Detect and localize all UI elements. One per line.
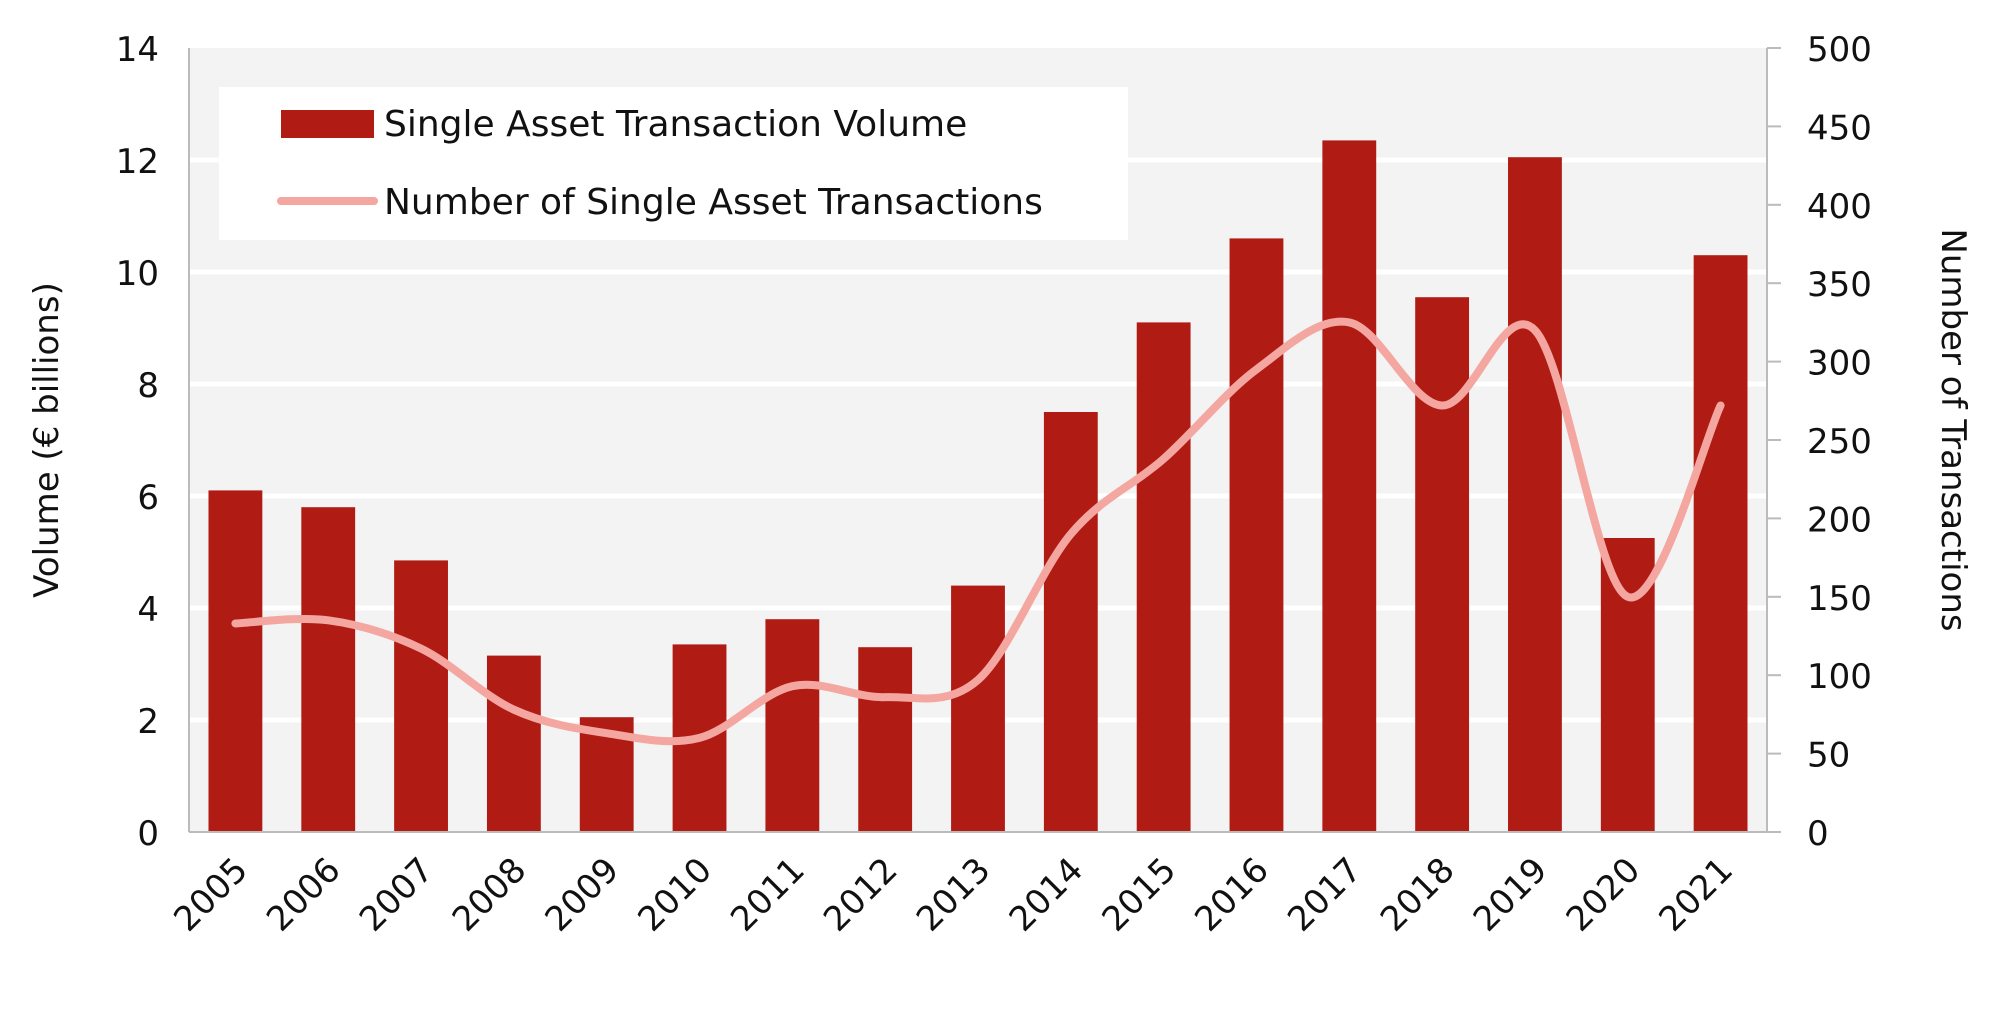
x-tick-label: 2016 <box>1187 850 1276 939</box>
y2-tick-label: 300 <box>1807 344 1872 384</box>
x-tick-label: 2021 <box>1651 850 1740 939</box>
y-axis-label: Volume (€ billions) <box>27 282 67 598</box>
bar-2018 <box>1415 297 1470 832</box>
y2-tick-label: 0 <box>1807 814 1829 854</box>
x-tick-label: 2019 <box>1466 850 1555 939</box>
legend-label-volume: Single Asset Transaction Volume <box>384 104 967 145</box>
y-tick-label: 4 <box>137 590 159 630</box>
bar-2006 <box>301 507 356 832</box>
bar-2012 <box>858 647 913 832</box>
y-tick-label: 6 <box>137 478 159 518</box>
y-tick-label: 8 <box>137 366 159 406</box>
x-tick-label: 2018 <box>1373 850 1462 939</box>
x-tick-label: 2015 <box>1095 850 1184 939</box>
bar-2016 <box>1229 238 1284 832</box>
transactions-line <box>231 317 1725 746</box>
bar-2019 <box>1508 157 1562 832</box>
y-tick-label: 12 <box>116 142 159 182</box>
x-tick-label: 2011 <box>723 850 812 939</box>
y2-tick-label: 350 <box>1807 265 1872 305</box>
y-tick-label: 2 <box>137 702 159 742</box>
bar-2017 <box>1322 140 1377 832</box>
x-tick-label: 2020 <box>1559 850 1648 939</box>
y2-tick-label: 150 <box>1807 579 1872 619</box>
x-tick-label: 2006 <box>259 850 348 939</box>
legend-label-count: Number of Single Asset Transactions <box>384 182 1043 223</box>
bar-2011 <box>765 619 820 832</box>
x-tick-label: 2010 <box>630 850 719 939</box>
bar-2015 <box>1136 322 1191 832</box>
x-tick-label: 2005 <box>166 850 255 939</box>
y2-tick-label: 100 <box>1807 657 1872 697</box>
bar-2008 <box>486 655 541 832</box>
bar-2021 <box>1693 255 1748 832</box>
x-tick-label: 2014 <box>1002 850 1091 939</box>
y-tick-label: 14 <box>116 30 159 70</box>
y-tick-label: 10 <box>116 254 159 294</box>
x-tick-label: 2013 <box>909 850 998 939</box>
y-tick-label: 0 <box>137 814 159 854</box>
legend: Single Asset Transaction Volume Number o… <box>219 87 1128 240</box>
y2-tick-label: 450 <box>1807 108 1872 148</box>
bar-2007 <box>394 560 448 832</box>
y2-tick-label: 400 <box>1807 187 1872 227</box>
y2-axis-label: Number of Transactions <box>1933 228 1973 631</box>
x-tick-label: 2008 <box>445 850 534 939</box>
x-tick-label: 2007 <box>352 850 441 939</box>
x-tick-label: 2012 <box>816 850 905 939</box>
x-tick-label: 2017 <box>1280 850 1369 939</box>
bar-2005 <box>208 490 263 832</box>
y2-tick-label: 500 <box>1807 30 1872 70</box>
bar-2013 <box>951 585 1005 832</box>
x-tick-label: 2009 <box>538 850 627 939</box>
y2-tick-label: 50 <box>1807 736 1850 776</box>
y2-tick-label: 200 <box>1807 500 1872 540</box>
bar-2014 <box>1043 412 1098 832</box>
legend-swatch-bar <box>281 110 374 138</box>
y2-tick-label: 250 <box>1807 422 1872 462</box>
